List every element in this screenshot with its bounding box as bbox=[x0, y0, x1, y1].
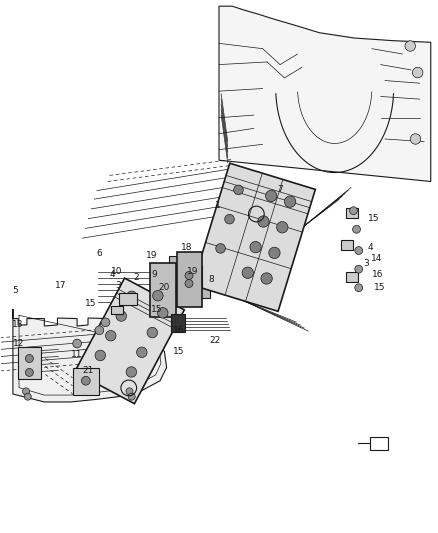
Text: 11: 11 bbox=[71, 350, 83, 359]
Text: 3: 3 bbox=[115, 280, 120, 289]
Text: 2: 2 bbox=[133, 272, 139, 281]
Circle shape bbox=[250, 241, 261, 253]
Polygon shape bbox=[341, 240, 353, 250]
Text: 16: 16 bbox=[372, 270, 383, 279]
Circle shape bbox=[24, 393, 31, 400]
Text: 19: 19 bbox=[145, 252, 157, 261]
Polygon shape bbox=[169, 256, 210, 298]
Circle shape bbox=[22, 388, 29, 395]
Text: 18: 18 bbox=[181, 244, 193, 253]
Circle shape bbox=[116, 311, 127, 321]
Polygon shape bbox=[219, 6, 431, 182]
Circle shape bbox=[73, 339, 81, 348]
Text: 12: 12 bbox=[12, 339, 24, 348]
Circle shape bbox=[355, 284, 363, 292]
Circle shape bbox=[25, 354, 33, 362]
Circle shape bbox=[185, 279, 193, 287]
Circle shape bbox=[95, 326, 104, 335]
Text: 15: 15 bbox=[368, 214, 380, 223]
Text: 10: 10 bbox=[111, 268, 122, 276]
Text: 14: 14 bbox=[371, 254, 382, 263]
Circle shape bbox=[276, 222, 288, 233]
Circle shape bbox=[127, 291, 137, 302]
Circle shape bbox=[353, 225, 360, 233]
Text: 5: 5 bbox=[12, 286, 18, 295]
Circle shape bbox=[25, 368, 33, 376]
Polygon shape bbox=[346, 208, 357, 218]
Text: 22: 22 bbox=[209, 336, 220, 345]
Circle shape bbox=[269, 247, 280, 259]
Polygon shape bbox=[18, 346, 41, 379]
Circle shape bbox=[284, 196, 296, 207]
Circle shape bbox=[413, 67, 423, 78]
Circle shape bbox=[355, 265, 363, 273]
Text: 15: 15 bbox=[151, 304, 162, 313]
Text: 8: 8 bbox=[208, 275, 214, 284]
Polygon shape bbox=[150, 263, 176, 317]
Polygon shape bbox=[346, 272, 357, 282]
Circle shape bbox=[185, 271, 193, 279]
Polygon shape bbox=[120, 293, 138, 305]
Text: 15: 15 bbox=[374, 283, 385, 292]
Text: 1: 1 bbox=[215, 201, 221, 210]
Text: 13: 13 bbox=[11, 320, 23, 329]
Circle shape bbox=[106, 330, 116, 341]
Circle shape bbox=[258, 216, 269, 227]
Polygon shape bbox=[74, 368, 99, 395]
Circle shape bbox=[216, 244, 226, 253]
Circle shape bbox=[410, 134, 421, 144]
Text: 17: 17 bbox=[55, 280, 67, 289]
Text: 4: 4 bbox=[109, 270, 115, 279]
Polygon shape bbox=[171, 314, 185, 332]
Circle shape bbox=[158, 308, 168, 318]
Circle shape bbox=[101, 318, 110, 327]
Polygon shape bbox=[111, 306, 124, 314]
Polygon shape bbox=[177, 252, 202, 307]
Polygon shape bbox=[192, 163, 315, 311]
Circle shape bbox=[147, 327, 158, 338]
Circle shape bbox=[126, 367, 137, 377]
Circle shape bbox=[137, 347, 147, 358]
Text: 19: 19 bbox=[187, 268, 198, 276]
Text: 9: 9 bbox=[152, 270, 157, 279]
Text: 16: 16 bbox=[173, 326, 184, 335]
Circle shape bbox=[225, 214, 234, 224]
Text: 7: 7 bbox=[277, 185, 283, 194]
Circle shape bbox=[81, 376, 90, 385]
Text: 3: 3 bbox=[364, 260, 369, 268]
Circle shape bbox=[128, 393, 135, 400]
Polygon shape bbox=[13, 309, 166, 402]
Polygon shape bbox=[177, 265, 202, 288]
Text: 21: 21 bbox=[82, 366, 94, 375]
Circle shape bbox=[95, 350, 106, 361]
Circle shape bbox=[355, 247, 363, 254]
Circle shape bbox=[265, 190, 277, 201]
Text: 4: 4 bbox=[367, 244, 373, 253]
Circle shape bbox=[242, 267, 254, 278]
Circle shape bbox=[350, 207, 357, 215]
Circle shape bbox=[233, 185, 243, 195]
Circle shape bbox=[261, 273, 272, 284]
Text: 20: 20 bbox=[159, 283, 170, 292]
Polygon shape bbox=[74, 278, 184, 403]
Circle shape bbox=[405, 41, 416, 51]
Text: 6: 6 bbox=[96, 249, 102, 258]
Text: 15: 15 bbox=[85, 299, 97, 308]
Circle shape bbox=[152, 290, 163, 301]
Text: 15: 15 bbox=[173, 347, 184, 356]
Circle shape bbox=[126, 388, 133, 395]
